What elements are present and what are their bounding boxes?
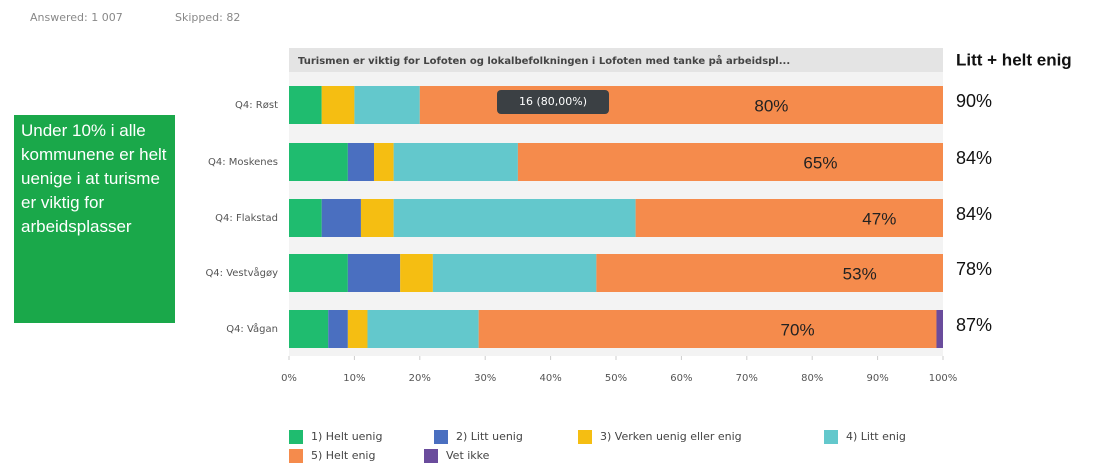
bar-segment [367,310,479,348]
bar-segment [517,143,943,181]
legend-label: 1) Helt uenig [311,430,382,443]
skipped: Skipped: 82 [175,11,240,24]
data-label: 80% [754,96,788,115]
x-tick-label: 30% [474,373,496,384]
bar-segment [393,199,636,237]
legend-label: Vet ikke [446,449,490,462]
legend-swatch [289,449,303,463]
total-label: 90% [956,91,992,111]
legend-swatch [424,449,438,463]
total-label: 78% [956,259,992,279]
y-tick-label: Q4: Moskenes [208,157,278,168]
x-tick-label: 50% [605,373,627,384]
y-tick-label: Q4: Vågan [226,322,278,335]
data-label: 47% [862,209,896,228]
legend-swatch [824,430,838,444]
legend-label: 2) Litt uenig [456,430,523,443]
bar-segment [936,310,943,348]
bar-segment [354,86,420,124]
bar-segment [635,199,943,237]
bar-segment [360,199,394,237]
tooltip-bg [497,90,609,114]
bar-segment [328,310,348,348]
x-tick-label: 10% [343,373,365,384]
data-label: 53% [843,264,877,283]
y-tick-label: Q4: Flakstad [215,213,278,224]
x-tick-label: 0% [281,373,297,384]
legend-swatch [434,430,448,444]
total-label: 84% [956,204,992,224]
tooltip: 16 (80,00%) [519,95,587,108]
bar-segment [347,143,375,181]
title-bar [289,48,943,72]
bar-segment [596,254,943,292]
x-tick-label: 70% [736,373,758,384]
bar-segment [289,143,348,181]
bar-segment [347,310,368,348]
x-tick-label: 80% [801,373,823,384]
x-tick-label: 20% [409,373,431,384]
chart-title: Turismen er viktig for Lofoten og lokalb… [298,54,790,67]
bar-segment [400,254,433,292]
legend-swatch [289,430,303,444]
legend-swatch [578,430,592,444]
data-label: 65% [803,153,837,172]
bar-segment [374,143,394,181]
bar-segment [478,310,937,348]
bar-segment [289,310,329,348]
total-label: 87% [956,315,992,335]
bar-segment [289,86,322,124]
legend-label: 3) Verken uenig eller enig [600,430,742,443]
bar-segment [347,254,401,292]
legend-label: 4) Litt enig [846,430,906,443]
answered: Answered: 1 007 [30,11,123,24]
x-tick-label: 100% [929,373,958,384]
legend-label: 5) Helt enig [311,449,375,462]
x-tick-label: 90% [866,373,888,384]
bar-segment [432,254,597,292]
bar-segment [289,254,348,292]
totals-title: Litt + helt enig [956,50,1072,69]
bar-segment [289,199,322,237]
data-label: 70% [781,320,815,339]
bar-segment [393,143,518,181]
y-tick-label: Q4: Vestvågøy [205,266,278,279]
x-tick-label: 40% [539,373,561,384]
note-box: Under 10% i alle kommunene er helt uenig… [14,115,175,323]
bar-segment [321,86,355,124]
y-tick-label: Q4: Røst [235,100,278,111]
bar-segment [321,199,361,237]
x-tick-label: 60% [670,373,692,384]
total-label: 84% [956,148,992,168]
